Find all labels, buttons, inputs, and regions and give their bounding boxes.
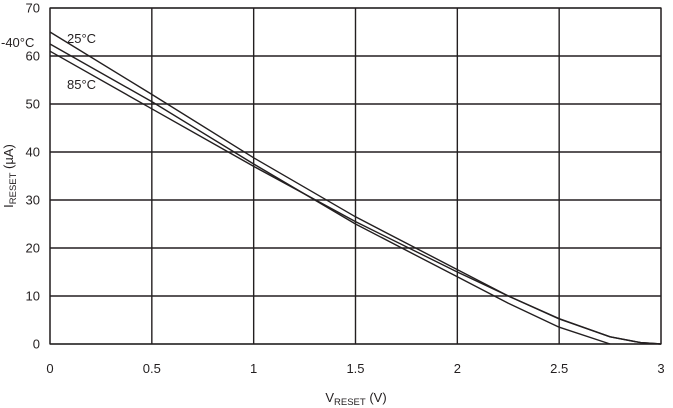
x-tick-label: 3 <box>657 361 664 376</box>
x-axis-title: VRESET (V) <box>325 390 386 408</box>
y-tick-label: 70 <box>26 1 40 16</box>
y-tick-labels: 0 10 20 30 40 50 60 70 <box>26 1 40 352</box>
series-label-85: 85°C <box>67 77 96 92</box>
x-axis-title-sub: RESET <box>334 397 366 408</box>
grid <box>49 7 662 345</box>
series-lines <box>49 31 662 345</box>
y-axis-title-unit: (µA) <box>1 144 16 172</box>
y-tick-label: 50 <box>26 97 40 112</box>
y-tick-label: 10 <box>26 289 40 304</box>
y-tick-label: 40 <box>26 145 40 160</box>
x-tick-labels: 0 0.5 1 1.5 2 2.5 3 <box>46 361 664 376</box>
x-axis-title-unit: (V) <box>366 390 387 405</box>
y-axis-title: IRESET (µA) <box>1 144 19 208</box>
series-label-25: 25°C <box>67 31 96 46</box>
x-tick-label: 2.5 <box>550 361 568 376</box>
series-line-0 <box>49 43 611 345</box>
x-tick-label: 1.5 <box>346 361 364 376</box>
y-tick-label: 60 <box>26 49 40 64</box>
x-tick-label: 0 <box>46 361 53 376</box>
x-tick-label: 1 <box>250 361 257 376</box>
x-tick-label: 2 <box>454 361 461 376</box>
y-tick-label: 20 <box>26 241 40 256</box>
y-axis-title-main: I <box>1 204 16 208</box>
y-axis-title-sub: RESET <box>8 172 19 204</box>
series-line-2 <box>49 50 662 345</box>
y-tick-label: 0 <box>33 337 40 352</box>
x-axis-title-main: V <box>325 390 334 405</box>
y-tick-label: 30 <box>26 193 40 208</box>
series-label-minus40: -40°C <box>1 35 34 50</box>
x-tick-label: 0.5 <box>143 361 161 376</box>
